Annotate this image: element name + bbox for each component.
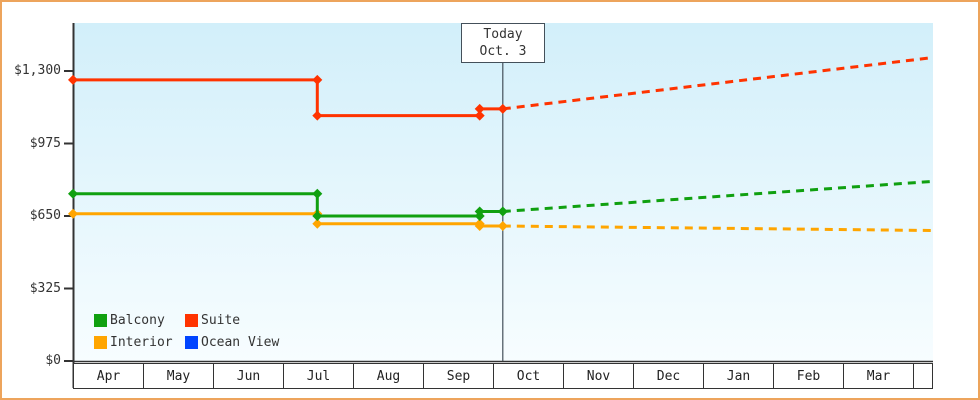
legend-swatch-interior	[94, 336, 107, 349]
month-cell-sep: Sep	[424, 364, 494, 388]
month-cell-nov: Nov	[564, 364, 634, 388]
today-flag-line1: Today	[483, 27, 523, 42]
month-cell-dec: Dec	[634, 364, 704, 388]
price-point-marker	[474, 103, 485, 114]
legend-label: Ocean View	[201, 335, 280, 350]
price-point-marker	[497, 206, 508, 217]
legend-item-interior: Interior	[94, 335, 185, 350]
legend-swatch-balcony	[94, 314, 107, 327]
y-tick-label: $0	[45, 353, 61, 368]
legend-label: Suite	[201, 313, 241, 328]
price-point-marker	[312, 211, 323, 221]
legend-item-balcony: Balcony	[94, 313, 185, 328]
month-cell-mar: Mar	[844, 364, 914, 388]
month-cell-jan: Jan	[704, 364, 774, 388]
legend-swatch-ocean-view	[185, 336, 198, 349]
legend-item-suite: Suite	[185, 313, 279, 328]
y-tick-label: $975	[29, 135, 61, 151]
price-point-marker	[312, 74, 323, 85]
projection-line-interior	[502, 224, 933, 232]
today-flag-line2: Oct. 3	[479, 44, 527, 59]
month-cell-apr: Apr	[74, 364, 144, 388]
price-point-marker	[68, 74, 78, 85]
month-cell-jun: Jun	[214, 364, 284, 388]
y-tick-label: $1,300	[14, 63, 61, 78]
plot-area	[74, 23, 933, 361]
projection-line-balcony	[502, 179, 933, 213]
legend-swatch-suite	[185, 314, 198, 327]
y-tick-label: $650	[29, 208, 61, 223]
legend-label: Interior	[110, 335, 173, 350]
month-cell-partial	[914, 364, 932, 388]
x-axis-month-row: Apr May Jun Jul Aug Sep Oct Nov Dec Jan Feb Mar	[73, 363, 933, 389]
month-cell-aug: Aug	[354, 364, 424, 388]
legend-item-ocean-view: Ocean View	[185, 335, 279, 350]
month-cell-feb: Feb	[774, 364, 844, 388]
y-tick-label: $325	[29, 280, 61, 296]
legend: Balcony Suite Interior Ocean View	[94, 313, 279, 350]
price-point-marker	[312, 218, 323, 229]
price-point-marker	[68, 208, 78, 219]
price-point-marker	[474, 206, 485, 217]
projection-line-suite	[502, 56, 933, 111]
price-point-marker	[497, 103, 508, 114]
price-point-marker	[68, 188, 78, 199]
price-point-marker	[474, 221, 485, 232]
price-point-marker	[312, 110, 323, 121]
month-cell-oct: Oct	[494, 364, 564, 388]
month-cell-may: May	[144, 364, 214, 388]
today-flag: Today Oct. 3	[461, 23, 545, 63]
month-cell-jul: Jul	[284, 364, 354, 388]
legend-label: Balcony	[110, 313, 165, 328]
price-point-marker	[312, 188, 323, 199]
price-point-marker	[474, 110, 485, 121]
price-point-marker	[497, 221, 508, 232]
